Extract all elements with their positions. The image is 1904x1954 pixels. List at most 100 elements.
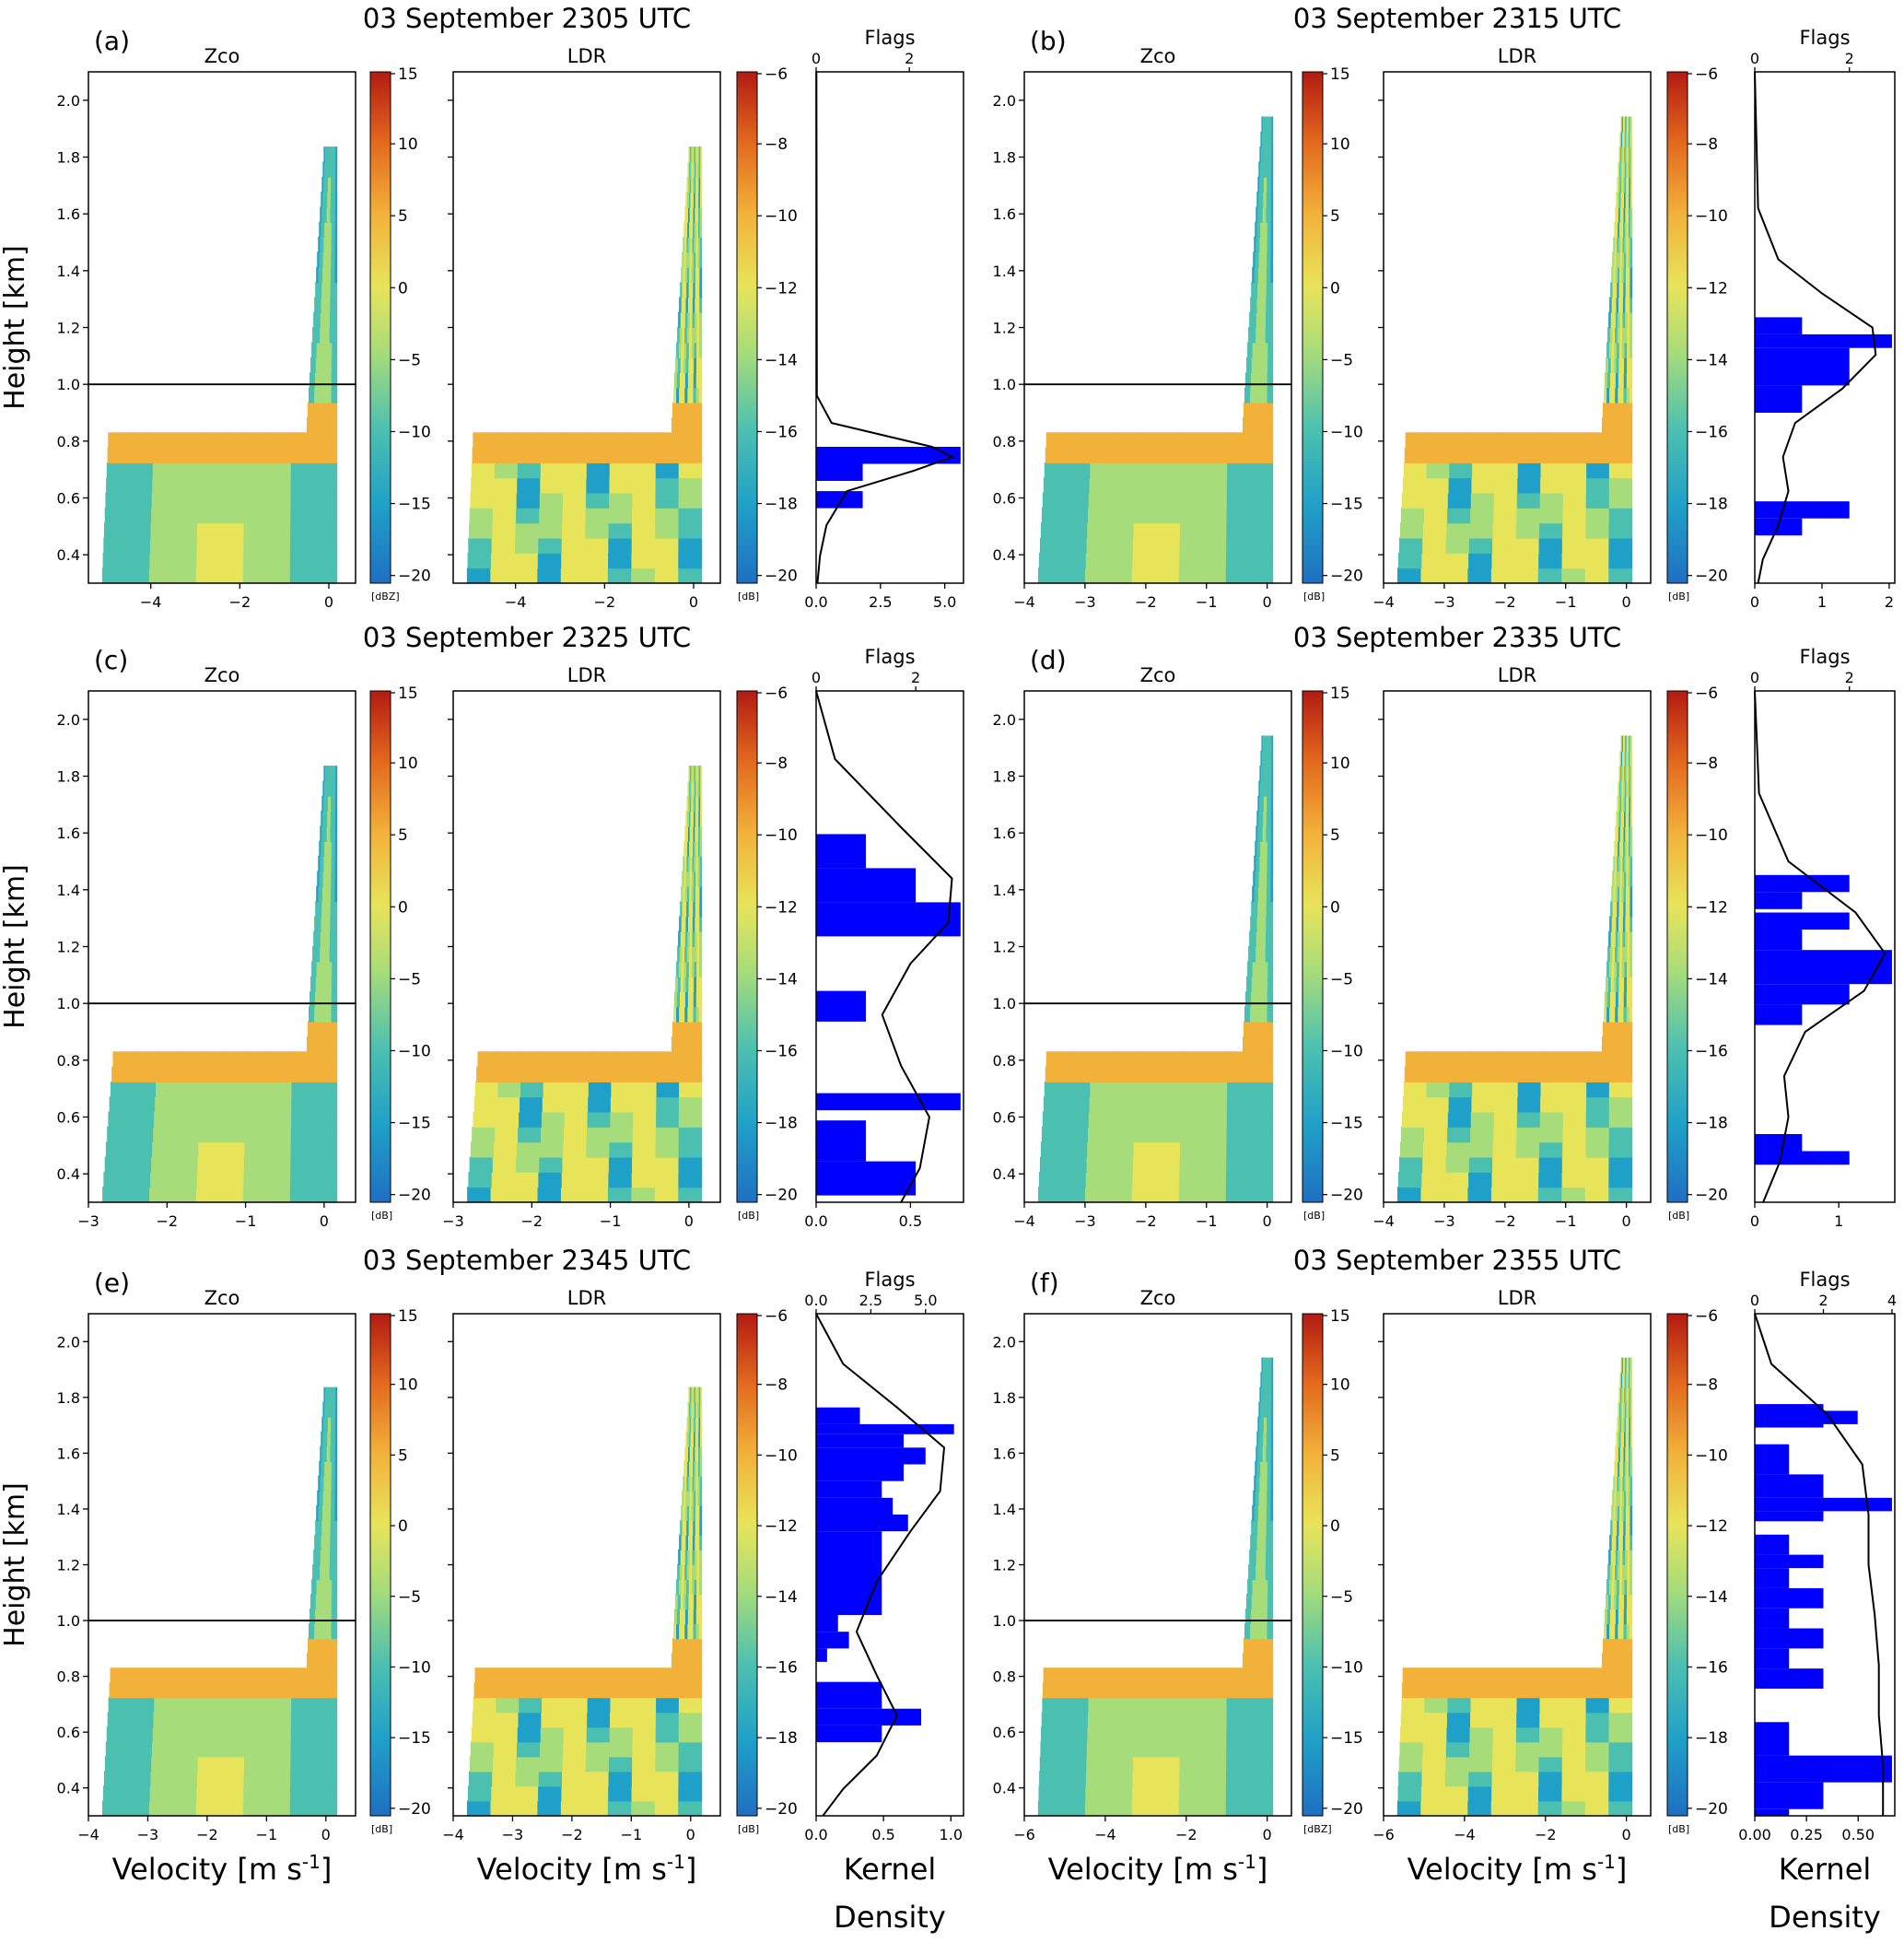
spectrum-cell [326,1504,330,1521]
spectrum-cell [331,252,333,268]
spectrum-cell [1087,1726,1112,1743]
spectrum-cell [334,1564,338,1581]
spectrum-cell [1606,976,1609,992]
spectrum-cell [1261,1372,1264,1388]
spectrum-cell [679,327,683,344]
spectrum-cell [685,1431,688,1447]
spectrum-cell [1226,1156,1250,1173]
spectrum-cell [1492,537,1516,554]
spectrum-cell [333,795,336,813]
spectrum-cell [697,885,700,903]
spectrum-cell [1260,416,1265,434]
spectrum-cell [1622,1534,1626,1550]
spectrum-cell [1617,901,1620,918]
spectrum-cell [1622,297,1626,313]
spectrum-cell [1624,1431,1627,1447]
spectrum-cell [1088,1697,1112,1714]
spectrum-cell [1270,901,1274,918]
spectrum-cell [1620,1357,1623,1374]
spectrum-cell [320,1549,323,1565]
spectrum-cell [1260,221,1263,239]
spectrum-cell [690,1475,693,1492]
colorbar-tick-label: 10 [1330,1376,1350,1395]
spectrum-cell [692,297,695,313]
spectrum-cell [1494,1667,1518,1684]
spectrum-cell [266,1800,291,1816]
spectrum-cell [695,371,700,389]
y-tick-label: 1.2 [993,939,1016,956]
spectrum-cell [1243,1021,1247,1037]
spectrum-cell [196,552,221,569]
spectrum-cell [540,1726,565,1743]
panel-letter: (e) [94,1268,130,1298]
spectrum-cell [687,990,692,1008]
spectrum-cell [1251,416,1256,434]
spectrum-cell [1605,1609,1608,1625]
spectrum-cell [1249,1785,1274,1802]
spectrum-cell [560,1187,585,1202]
spectrum-cell [699,311,703,328]
hist-bar [816,447,961,464]
spectrum-cell [314,1623,318,1640]
spectrum-cell [679,946,683,963]
spectrum-cell [1155,1187,1180,1202]
spectrum-cell [1112,1096,1136,1113]
spectrum-cell [175,1726,200,1743]
spectrum-cell [313,1741,338,1758]
spectrum-cell [1268,766,1271,782]
y-tick-label: 1.8 [57,768,80,786]
spectrum-cell [313,462,338,479]
spectrum-cell [1608,1712,1633,1728]
spectrum-cell [1444,552,1469,569]
spectrum-cell [686,342,690,358]
spectrum-cell [325,371,330,389]
spectrum-cell [1041,507,1066,524]
spectrum-cell [220,1771,245,1787]
spectrum-cell [543,1081,567,1098]
spectrum-cell [1624,357,1628,373]
spectrum-cell [1629,161,1631,178]
spectrum-cell [689,885,692,903]
spectrum-cell [1618,1401,1620,1418]
colorbar-tick-label: −10 [1695,1446,1728,1465]
spectrum-cell [1624,750,1627,767]
spectrum-cell [1156,1741,1181,1758]
spectrum-cell [1265,1372,1267,1388]
spectrum-cell [1621,176,1624,193]
spectrum-cell [1614,402,1618,418]
spectrum-cell [1257,885,1261,903]
spectrum-cell [1226,1697,1251,1714]
spectrum-cell [1258,1431,1261,1447]
spectrum-cell [1264,206,1267,223]
spectrum-cell [324,885,327,903]
y-tick-label: 1.2 [993,1557,1016,1574]
spectrum-cell [610,1712,634,1728]
spectrum-cell [1256,1445,1258,1462]
zco-title: Zco [1140,664,1176,686]
spectrum-cell [1263,221,1267,239]
spectrum-cell [318,1475,321,1492]
spectrum-cell [1623,1445,1626,1462]
hist-bar [816,1708,922,1726]
spectrum-cell [316,885,319,903]
spectrum-cell [331,1401,333,1418]
spectrum-cell [1264,1445,1267,1462]
spectrum-cell [325,237,328,253]
spectrum-cell [1263,416,1267,434]
spectrum-cell [1606,990,1611,1008]
spectrum-cell [317,990,321,1008]
spectrum-cell [543,1066,567,1082]
spectrum-cell [1256,371,1260,389]
flags-tick-label: 4 [1887,1292,1897,1309]
spectrum-cell [1179,1156,1204,1173]
spectrum-cell [1615,990,1619,1008]
spectrum-cell [1494,477,1518,494]
spectrum-cell [1249,1682,1274,1699]
spectrum-cell [687,192,690,208]
spectrum-cell [324,176,327,193]
spectrum-cell [1630,176,1633,193]
spectrum-cell [1270,311,1274,328]
spectrum-cell [691,1460,694,1477]
spectrum-cell [1428,432,1452,449]
spectrum-cell [1267,297,1271,313]
